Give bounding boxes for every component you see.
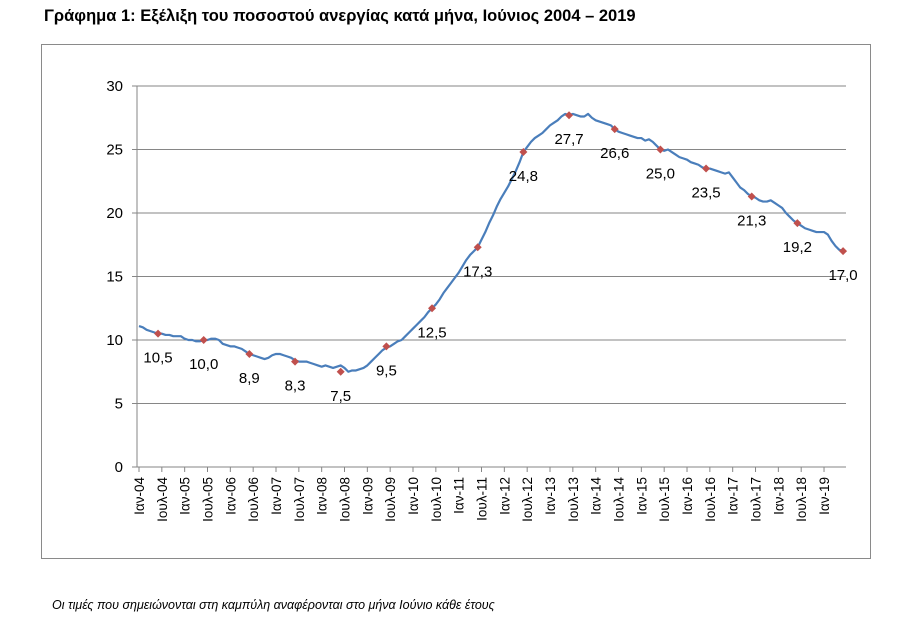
data-label-june-2005: 10,0	[189, 356, 218, 373]
data-point-june-2006	[245, 349, 254, 358]
x-tick-label: Ιουλ-16	[703, 477, 718, 522]
y-tick-label: 30	[106, 78, 123, 95]
data-label-june-2008: 7,5	[330, 388, 351, 405]
data-label-june-2012: 24,8	[509, 168, 538, 185]
data-label-june-2013: 27,7	[554, 131, 583, 148]
x-tick-label: Ιαν-14	[589, 477, 604, 515]
series-line-unemployment	[138, 112, 844, 373]
x-tick-label: Ιουλ-09	[383, 477, 398, 522]
x-tick-label: Ιουλ-05	[201, 477, 216, 522]
unemployment-line-chart: 0 5 10 15 20 25 30 Ιαν-04 Ιουλ-04 Ιαν-05 Ιουλ-05 Ια…	[106, 78, 857, 522]
x-tick-label: Ιαν-04	[132, 477, 147, 515]
x-tick-label: Ιουλ-17	[749, 477, 764, 522]
x-tick-label: Ιουλ-18	[794, 477, 809, 522]
x-tick-label: Ιουλ-06	[246, 477, 261, 522]
y-tick-label: 0	[115, 459, 123, 476]
x-tick-label: Ιαν-15	[634, 477, 649, 515]
data-point-june-2013	[565, 111, 574, 120]
x-tick-label: Ιαν-06	[223, 477, 238, 515]
x-tick-label: Ιουλ-08	[338, 477, 353, 522]
x-tick-label: Ιαν-05	[178, 477, 193, 515]
data-point-june-2009	[382, 342, 391, 351]
chart-footnote: Οι τιμές που σημειώνονται στη καμπύλη αν…	[52, 598, 495, 612]
data-label-june-2015: 25,0	[646, 166, 675, 183]
x-tick-label: Ιαν-12	[497, 477, 512, 515]
x-tick-label: Ιουλ-04	[155, 477, 170, 522]
x-tick-label: Ιουλ-11	[475, 477, 490, 521]
data-point-june-2008	[336, 367, 345, 376]
y-tick-label: 10	[106, 332, 123, 349]
x-tick-label: Ιαν-09	[360, 477, 375, 515]
x-tick-label: Ιαν-07	[269, 477, 284, 515]
data-label-june-2011: 17,3	[463, 263, 492, 280]
x-tick-label: Ιουλ-13	[566, 477, 581, 522]
x-tick-label: Ιαν-08	[315, 477, 330, 515]
y-tick-label: 20	[106, 205, 123, 222]
data-label-june-2010: 12,5	[417, 324, 446, 341]
x-tick-label: Ιουλ-15	[657, 477, 672, 522]
x-tick-label: Ιαν-11	[452, 477, 467, 514]
data-point-june-2012	[519, 148, 528, 157]
data-point-june-2011	[473, 243, 482, 252]
data-point-june-2015	[656, 145, 665, 154]
x-tick-label: Ιαν-19	[817, 477, 832, 515]
x-tick-label: Ιαν-16	[680, 477, 695, 515]
data-point-june-2007	[291, 357, 300, 366]
data-point-june-2019	[839, 247, 848, 256]
x-tick-label: Ιαν-17	[726, 477, 741, 515]
data-label-june-2014: 26,6	[600, 145, 629, 162]
data-label-june-2006: 8,9	[239, 370, 260, 387]
data-point-june-2004	[154, 329, 163, 338]
data-label-june-2019: 17,0	[828, 267, 857, 284]
x-tick-label: Ιουλ-12	[520, 477, 535, 522]
data-point-june-2018	[793, 219, 802, 228]
x-tick-label: Ιαν-13	[543, 477, 558, 515]
chart-title: Γράφημα 1: Εξέλιξη του ποσοστού ανεργίας…	[44, 7, 636, 25]
data-label-june-2016: 23,5	[691, 185, 720, 202]
data-label-june-2018: 19,2	[783, 239, 812, 256]
data-point-june-2017	[747, 192, 756, 201]
y-tick-label: 15	[106, 269, 123, 286]
data-label-june-2007: 8,3	[285, 378, 306, 395]
data-label-june-2009: 9,5	[376, 362, 397, 379]
x-tick-label: Ιουλ-14	[612, 477, 627, 522]
data-point-june-2005	[199, 336, 208, 344]
data-point-june-2014	[610, 125, 619, 134]
x-tick-label: Ιουλ-10	[429, 477, 444, 522]
x-tick-label: Ιαν-10	[406, 477, 421, 515]
data-label-june-2017: 21,3	[737, 212, 766, 229]
data-point-june-2016	[702, 164, 711, 173]
chart-frame	[41, 44, 871, 559]
data-point-june-2010	[428, 304, 437, 313]
y-tick-label: 5	[115, 396, 123, 413]
data-label-june-2004: 10,5	[143, 350, 172, 367]
x-tick-label: Ιουλ-07	[292, 477, 307, 522]
x-tick-label: Ιαν-18	[771, 477, 786, 515]
y-tick-label: 25	[106, 142, 123, 159]
